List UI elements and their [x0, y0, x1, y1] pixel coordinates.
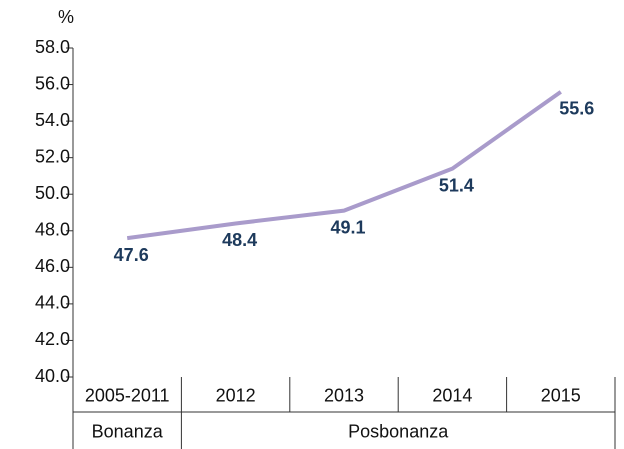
data-label: 47.6	[114, 245, 149, 265]
x-tick-label: 2005-2011	[85, 385, 170, 405]
x-tick-label: 2015	[541, 385, 581, 405]
x-tick-label: 2013	[324, 385, 364, 405]
data-label: 55.6	[559, 99, 594, 119]
y-tick-label: 40.0	[35, 366, 70, 386]
y-tick-label: 48.0	[35, 220, 70, 240]
y-tick-label: 54.0	[35, 110, 70, 130]
y-tick-label: 42.0	[35, 329, 70, 349]
y-tick-label: 58.0	[35, 37, 70, 57]
y-tick-label: 52.0	[35, 146, 70, 166]
data-label: 51.4	[439, 175, 474, 195]
group-label: Bonanza	[92, 421, 164, 441]
y-tick-label: 46.0	[35, 256, 70, 276]
y-tick-label: 44.0	[35, 293, 70, 313]
data-label: 49.1	[330, 217, 365, 237]
data-label: 48.4	[222, 230, 257, 250]
group-label: Posbonanza	[348, 421, 449, 441]
x-tick-label: 2014	[432, 385, 472, 405]
y-tick-label: 50.0	[35, 183, 70, 203]
x-tick-label: 2012	[216, 385, 256, 405]
y-unit: %	[58, 7, 74, 27]
y-tick-label: 56.0	[35, 73, 70, 93]
line	[126, 90, 562, 241]
